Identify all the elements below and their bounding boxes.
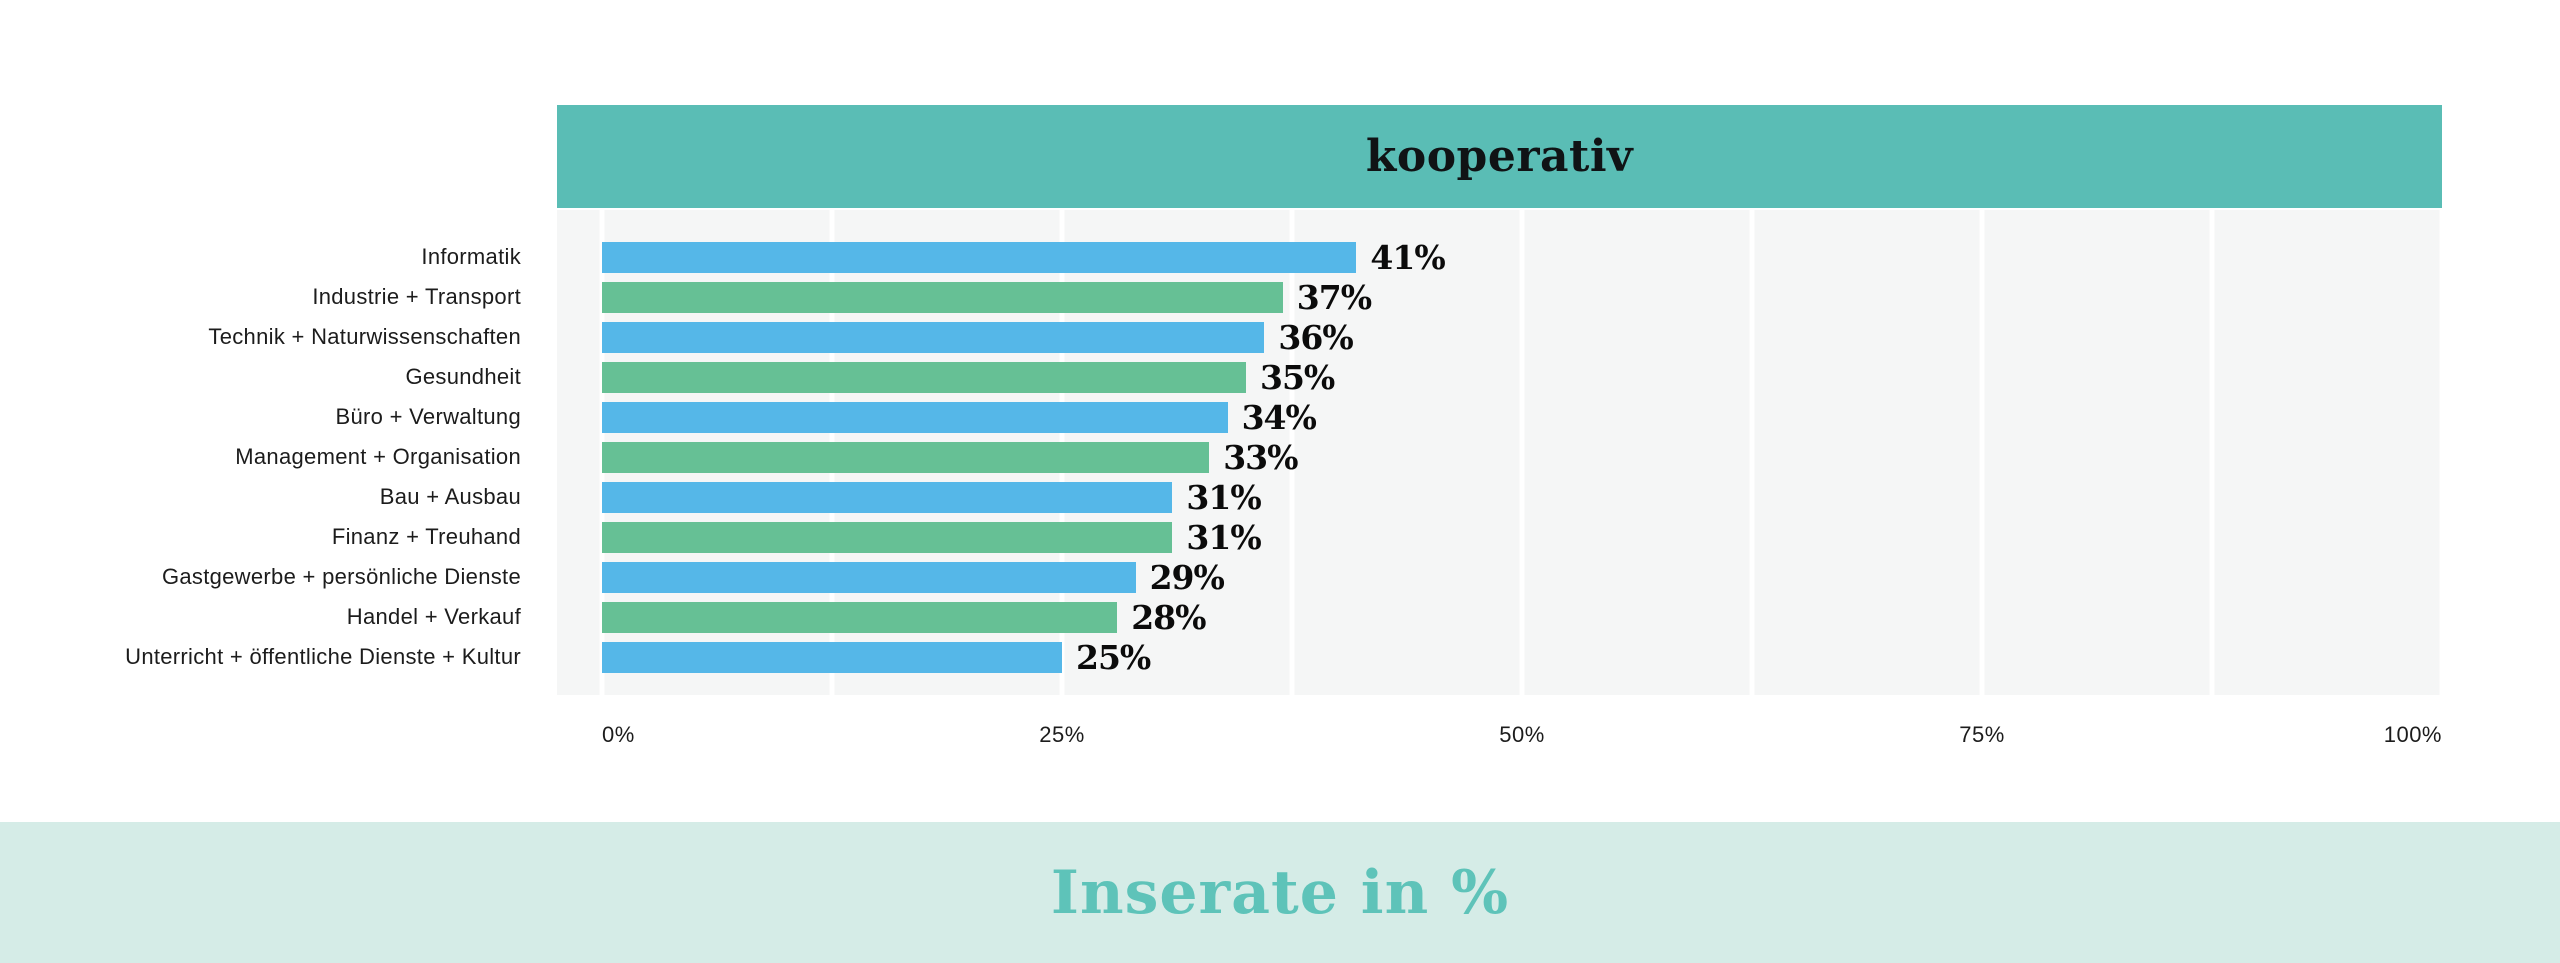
x-axis-tick-label: 25% (1039, 722, 1085, 747)
bar-row: 34% (602, 397, 2442, 437)
gridline (1749, 210, 1755, 695)
gridline (2209, 210, 2215, 695)
footer-banner: Inserate in % (0, 822, 2560, 963)
x-axis: 0% 25% 50% 75% 100% (602, 722, 2442, 758)
bar-row: 25% (602, 637, 2442, 677)
bar (602, 601, 1118, 633)
bar (602, 241, 1357, 273)
bar-value-label: 31% (1186, 477, 1261, 517)
bar-row: 41% (602, 237, 2442, 277)
bar (602, 481, 1173, 513)
chart-title: kooperativ (1365, 131, 1634, 182)
chart-header-band: kooperativ (557, 105, 2442, 208)
bar (602, 521, 1173, 553)
gridline (2439, 210, 2445, 695)
category-label: Bau + Ausbau (379, 484, 521, 509)
bar-row: 37% (602, 277, 2442, 317)
bar-value-label: 25% (1076, 637, 1151, 677)
footer-title: Inserate in % (1050, 857, 1510, 928)
bar-value-label: 35% (1260, 357, 1335, 397)
category-label: Unterricht + öffentliche Dienste + Kultu… (125, 644, 521, 669)
bar-row: 33% (602, 437, 2442, 477)
plot-area: 41% 37% 36% 35% 34% 33% 31% 31% 29% 28% 25% (557, 210, 2445, 695)
bar (602, 361, 1246, 393)
bar-row: 28% (602, 597, 2442, 637)
category-label: Gesundheit (405, 364, 521, 389)
bar-row: 31% (602, 517, 2442, 557)
bar-value-label: 28% (1131, 597, 1206, 637)
chart-body: Informatik Industrie + Transport Technik +… (0, 210, 2445, 695)
category-label: Management + Organisation (235, 444, 521, 469)
category-label: Finanz + Treuhand (331, 524, 521, 549)
category-label: Technik + Naturwissenschaften (208, 324, 521, 349)
gridline (1519, 210, 1525, 695)
x-axis-tick-label: 100% (2383, 722, 2442, 747)
category-label: Industrie + Transport (312, 284, 521, 309)
bar-value-label: 37% (1296, 277, 1372, 317)
category-label: Informatik (421, 244, 521, 269)
category-label: Handel + Verkauf (346, 604, 521, 629)
bar (602, 641, 1062, 673)
bars-layer: 41% 37% 36% 35% 34% 33% 31% 31% 29% 28% 25% (602, 237, 2442, 677)
bar (602, 441, 1210, 473)
bar-value-label: 41% (1370, 237, 1445, 277)
bar (602, 401, 1228, 433)
bar-row: 31% (602, 477, 2442, 517)
bar-row: 29% (602, 557, 2442, 597)
x-axis-tick-label: 50% (1499, 722, 1545, 747)
bar-value-label: 29% (1149, 557, 1225, 597)
bar (602, 281, 1283, 313)
bar-value-label: 36% (1278, 317, 1353, 357)
gridline (1979, 210, 1985, 695)
x-axis-tick-label: 0% (602, 722, 635, 747)
bar-row: 35% (602, 357, 2442, 397)
bar-value-label: 31% (1186, 517, 1261, 557)
category-labels-column: Informatik Industrie + Transport Technik +… (0, 210, 557, 695)
bar (602, 321, 1265, 353)
bar-value-label: 33% (1223, 437, 1298, 477)
category-label: Gastgewerbe + persönliche Dienste (161, 564, 521, 589)
bar (602, 561, 1136, 593)
bar-value-label: 34% (1241, 397, 1317, 437)
x-axis-tick-label: 75% (1959, 722, 2005, 747)
gridline (1289, 210, 1295, 695)
category-label: Büro + Verwaltung (335, 404, 521, 429)
bar-row: 36% (602, 317, 2442, 357)
